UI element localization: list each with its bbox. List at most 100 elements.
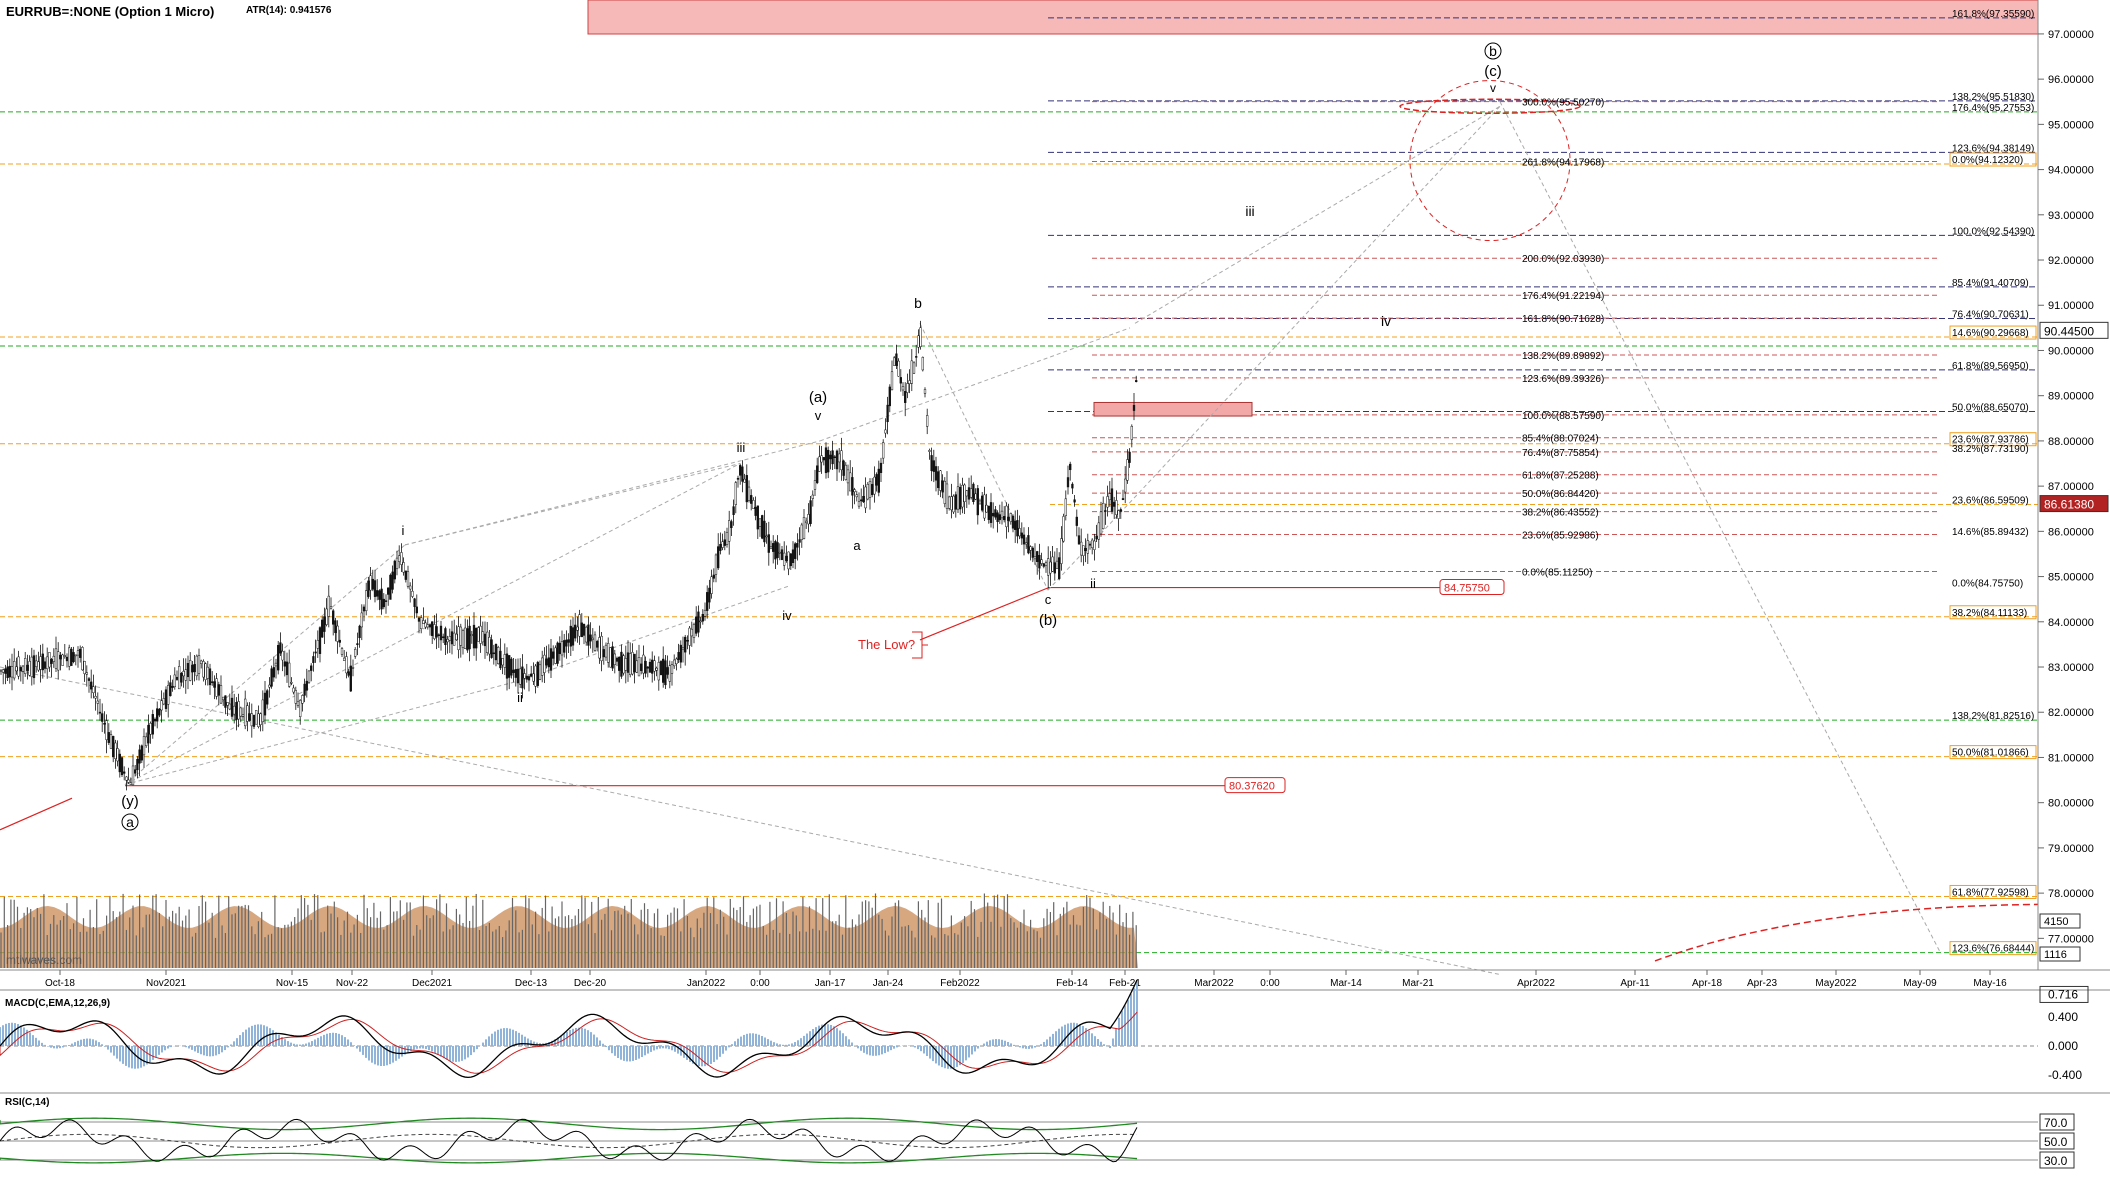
candle-body <box>721 541 724 548</box>
candle-body <box>428 624 432 628</box>
trend-line <box>1047 105 1501 591</box>
candle-body <box>996 512 999 523</box>
candle-body <box>637 657 641 677</box>
y-tick-label: 95.00000 <box>2048 119 2094 131</box>
candle-body <box>237 701 240 720</box>
candle-body <box>862 495 865 503</box>
candle-body <box>312 656 315 663</box>
candle-body <box>547 657 550 668</box>
candle-body <box>855 494 858 498</box>
candle-body <box>46 656 49 670</box>
candle-body <box>868 481 872 498</box>
candle-body <box>294 690 297 704</box>
candle-body <box>952 495 955 513</box>
candle-body <box>877 468 880 493</box>
candle-body <box>54 648 58 669</box>
wave-b-paren-label: (b) <box>1039 612 1057 629</box>
candle-body <box>332 610 335 625</box>
fib-label-box <box>1949 605 2037 620</box>
y-tick-label: 87.00000 <box>2048 481 2094 493</box>
candle-body <box>1064 498 1067 516</box>
candle-body <box>677 652 680 660</box>
candle-body <box>497 647 500 664</box>
fib-label-box <box>1949 745 2037 760</box>
candle-body <box>450 631 454 645</box>
rsi-upper-band <box>0 1117 1138 1131</box>
x-tick-label: Nov2021 <box>146 978 186 989</box>
candle-body <box>895 353 898 366</box>
candle-body <box>1029 546 1032 551</box>
fib-label-mid: 50.0%(86.84420) <box>1522 489 1599 500</box>
candle-body <box>1042 563 1045 567</box>
candle-body <box>349 665 352 692</box>
volume-value-2: 1116 <box>2044 949 2067 961</box>
candle-body <box>569 625 572 647</box>
wave-v-label: v <box>815 408 822 423</box>
candle-body <box>206 666 209 679</box>
candle-body <box>57 651 60 671</box>
y-tick-label: 78.00000 <box>2048 888 2094 900</box>
candle-body <box>697 611 700 633</box>
candle-body <box>76 650 80 656</box>
rsi-tick: 70.0 <box>2044 1116 2068 1130</box>
candle-body <box>2 669 5 673</box>
candle-body <box>129 782 132 785</box>
candle-body <box>318 627 322 654</box>
candle-body <box>72 652 75 662</box>
candle-body <box>107 732 110 743</box>
candle-body <box>8 665 11 678</box>
candle-body <box>538 664 542 680</box>
candle-body <box>811 494 814 499</box>
candle-body <box>1110 488 1114 512</box>
candle-body <box>754 506 757 516</box>
candle-body <box>978 500 982 505</box>
candle-body <box>505 653 509 679</box>
candle-body <box>217 684 220 696</box>
candle-body <box>109 734 113 749</box>
candle-body <box>1102 503 1105 529</box>
candle-body <box>774 541 777 560</box>
candle-body <box>233 705 236 715</box>
candle-body <box>893 357 896 366</box>
fib-label-right: 138.2%(81.82516) <box>1952 711 2034 722</box>
candle-body <box>712 574 715 579</box>
candle-body <box>314 651 317 654</box>
fib-label-right: 123.6%(76.68444) <box>1952 944 2034 955</box>
candle-body <box>851 477 854 496</box>
candle-body <box>1088 543 1092 546</box>
candle-body <box>1086 540 1089 554</box>
candle-body <box>989 502 993 523</box>
candle-body <box>699 620 702 623</box>
candle-body <box>684 636 687 653</box>
candle-body <box>943 480 946 504</box>
candle-body <box>488 637 491 655</box>
target-ellipse <box>1399 98 1581 115</box>
candle-body <box>822 457 825 461</box>
pivot-zone <box>1093 401 1253 417</box>
candle-body <box>70 648 73 666</box>
candle-body <box>65 656 69 662</box>
candle-body <box>151 714 154 735</box>
wave-ii-label: ii <box>517 690 523 705</box>
candle-body <box>563 640 566 653</box>
candle-body <box>1033 556 1037 560</box>
fib-label-right: 61.8%(77.92598) <box>1952 887 2029 898</box>
candle-body <box>424 622 427 628</box>
candle-body <box>948 496 951 509</box>
candle-body <box>145 736 148 746</box>
candle-body <box>437 634 440 636</box>
x-tick-label: Nov-15 <box>276 978 309 989</box>
candle-body <box>1132 405 1136 411</box>
candle-body <box>556 642 559 664</box>
candle-body <box>1113 501 1116 507</box>
candle-body <box>4 668 7 674</box>
candle-body <box>228 703 231 710</box>
candle-body <box>1082 545 1085 556</box>
x-tick-label: Mar-14 <box>1330 978 1362 989</box>
candle-body <box>541 657 544 676</box>
candle-body <box>695 616 698 634</box>
candle-body <box>178 666 181 690</box>
candle-body <box>305 680 308 691</box>
candle-body <box>87 678 91 681</box>
candle-body <box>1093 540 1096 550</box>
